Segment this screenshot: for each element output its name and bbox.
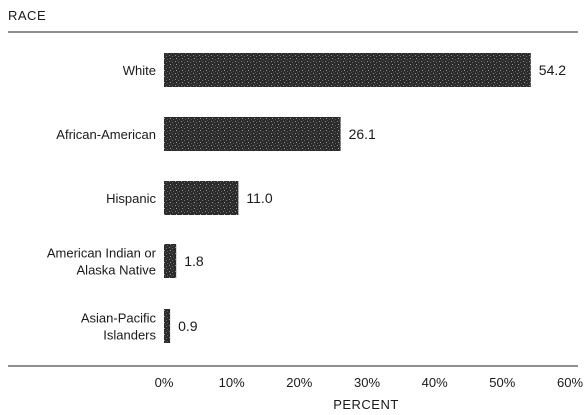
bar (164, 244, 177, 278)
category-label-line: Hispanic (106, 191, 156, 206)
value-label: 54.2 (539, 62, 566, 78)
bar (164, 309, 171, 343)
category-label: Asian-Pacific Islanders (81, 311, 157, 343)
category-label: Hispanic (106, 191, 156, 206)
x-axis-title: PERCENT (333, 397, 399, 412)
x-axis-ticks: 0% 10% 20% 30% 40% 50% 60% (155, 375, 584, 390)
x-tick-label: 40% (422, 375, 448, 390)
category-label-line: White (123, 63, 156, 78)
x-tick-label: 20% (286, 375, 312, 390)
bars-layer: White 54.2 African-American 26.1 Hispanic 11.… (47, 53, 566, 343)
bar (164, 53, 531, 87)
x-tick-label: 0% (155, 375, 174, 390)
value-label: 1.8 (184, 253, 204, 269)
category-label: African-American (56, 127, 156, 142)
chart-title: RACE (8, 8, 46, 23)
value-label: 11.0 (246, 190, 272, 206)
x-tick-label: 50% (489, 375, 515, 390)
bar (164, 181, 239, 215)
category-label-line: Alaska Native (77, 263, 156, 278)
category-label-line: Asian-Pacific (81, 311, 157, 326)
category-label: American Indian or Alaska Native (47, 246, 157, 278)
x-tick-label: 30% (354, 375, 380, 390)
category-label-line: Islanders (103, 328, 156, 343)
value-label: 0.9 (178, 318, 198, 334)
x-tick-label: 60% (557, 375, 583, 390)
category-label-line: American Indian or (47, 246, 157, 261)
bar (164, 117, 341, 151)
x-tick-label: 10% (219, 375, 245, 390)
category-label: White (123, 63, 156, 78)
category-label-line: African-American (56, 127, 156, 142)
value-label: 26.1 (349, 126, 376, 142)
